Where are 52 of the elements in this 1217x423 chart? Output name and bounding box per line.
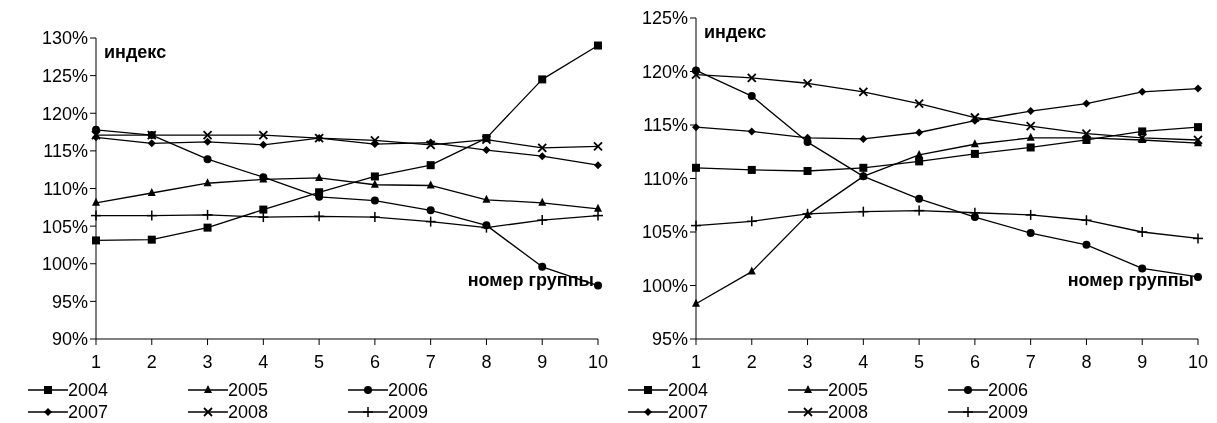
x-tick-label: 10	[587, 351, 609, 372]
x-tick-label: 4	[858, 351, 869, 372]
legend-label: 2006	[388, 379, 429, 401]
x-tick-label: 2	[146, 351, 157, 372]
y-tick-label: 100%	[41, 254, 88, 275]
x-tick-label: 1	[90, 351, 102, 372]
legend-label: 2004	[668, 379, 709, 401]
y-tick-label: 95%	[51, 291, 88, 312]
y-tick-label: 125%	[641, 8, 688, 29]
x-tick-label: 10	[1187, 351, 1209, 372]
legend-label: 2008	[828, 401, 869, 423]
legend-label: 2007	[68, 401, 109, 423]
x-axis-title: номер группы	[1067, 270, 1194, 291]
y-tick-label: 105%	[41, 216, 88, 237]
x-tick-label: 5	[914, 351, 925, 372]
legend-label: 2009	[388, 401, 429, 423]
y-tick-label: 115%	[43, 141, 88, 162]
x-tick-label: 7	[1025, 351, 1036, 372]
x-tick-label: 9	[537, 351, 548, 372]
legend-label: 2005	[228, 379, 269, 401]
x-tick-label: 3	[202, 351, 213, 372]
y-tick-label: 90%	[51, 329, 88, 350]
x-tick-label: 6	[969, 351, 980, 372]
y-tick-label: 100%	[641, 275, 688, 296]
y-tick-label: 105%	[641, 222, 688, 243]
legend-label: 2005	[828, 379, 869, 401]
legend-label: 2006	[988, 379, 1029, 401]
legend-label: 2008	[228, 401, 269, 423]
x-tick-label: 1	[690, 351, 702, 372]
x-tick-label: 7	[425, 351, 436, 372]
x-tick-label: 8	[481, 351, 492, 372]
x-tick-label: 8	[1081, 351, 1092, 372]
legend-label: 2009	[988, 401, 1029, 423]
legend-label: 2004	[68, 379, 109, 401]
y-tick-label: 115%	[643, 115, 688, 136]
x-tick-label: 3	[802, 351, 813, 372]
x-tick-label: 9	[1137, 351, 1148, 372]
y-tick-label: 120%	[641, 61, 688, 82]
y-tick-label: 125%	[41, 66, 88, 87]
y-tick-label: 110%	[43, 178, 88, 199]
x-tick-label: 5	[314, 351, 325, 372]
x-tick-label: 4	[258, 351, 269, 372]
y-axis-title: индекс	[104, 42, 167, 63]
x-axis-title: номер группы	[467, 270, 594, 291]
x-tick-label: 6	[369, 351, 380, 372]
y-tick-label: 130%	[41, 28, 88, 49]
x-tick-label: 2	[746, 351, 757, 372]
legend-label: 2007	[668, 401, 709, 423]
y-tick-label: 120%	[41, 103, 88, 124]
y-axis-title: индекс	[704, 22, 767, 43]
y-tick-label: 110%	[643, 168, 688, 189]
y-tick-label: 95%	[651, 329, 688, 350]
